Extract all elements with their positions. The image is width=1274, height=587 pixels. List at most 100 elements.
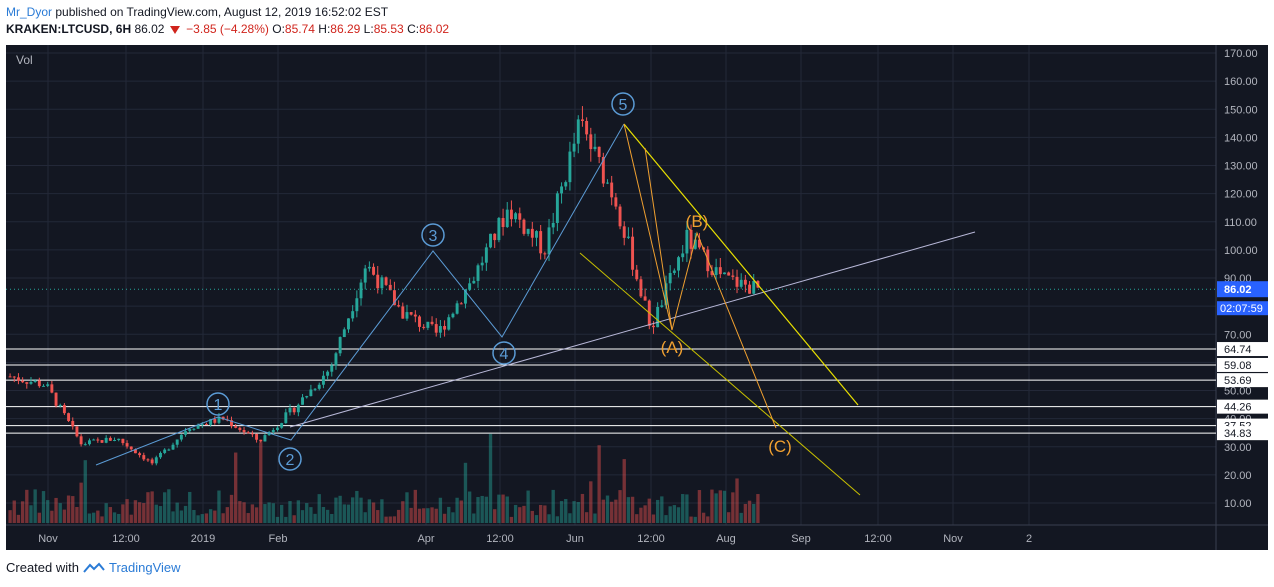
volume-bar — [580, 493, 585, 523]
wave-label-circle — [611, 92, 635, 116]
candle-body — [104, 437, 108, 443]
price-tick-label: 10.00 — [1224, 498, 1252, 510]
volume-bar — [217, 490, 221, 523]
candle-body — [426, 321, 430, 328]
volume-bar — [292, 515, 296, 523]
candle-body — [246, 432, 250, 434]
volume-bar — [643, 505, 647, 523]
volume-bar — [325, 509, 330, 523]
volume-bar — [401, 501, 405, 523]
candle-body — [476, 265, 480, 281]
candle-body — [79, 436, 83, 445]
volume-bar — [363, 512, 367, 523]
candle-body — [92, 439, 96, 441]
volume-bar — [396, 509, 401, 523]
time-tick-label: Feb — [269, 533, 288, 545]
volume-bar — [371, 502, 376, 523]
candle-body — [113, 440, 116, 442]
correction-label: (C) — [768, 437, 792, 456]
volume-bar — [530, 510, 534, 523]
volume-bar — [572, 501, 576, 523]
volume-bar — [685, 494, 689, 523]
candle-body — [221, 416, 225, 420]
time-tick-label: 12:00 — [486, 533, 514, 545]
candle-body — [714, 267, 718, 275]
tradingview-brand[interactable]: TradingView — [108, 560, 181, 575]
volume-bar — [618, 490, 622, 523]
volume-bar — [188, 491, 192, 523]
candle-body — [652, 325, 655, 328]
candle-body — [351, 311, 355, 319]
candle-body — [363, 268, 367, 283]
candle-body — [29, 381, 33, 384]
candle-body — [451, 313, 455, 318]
volume-bar — [726, 512, 731, 523]
candle-body — [739, 279, 743, 287]
candle-body — [317, 384, 321, 389]
candle-body — [530, 228, 534, 238]
candle-body — [296, 404, 300, 413]
candle-body — [288, 407, 292, 413]
candle-body — [610, 182, 614, 198]
volume-bar — [467, 491, 472, 523]
volume-bar — [693, 516, 697, 523]
volume-bar — [75, 506, 79, 523]
created-with-text: Created with — [6, 560, 79, 575]
volume-bar — [434, 508, 438, 523]
candle-body — [100, 440, 104, 443]
volume-bar — [300, 510, 305, 523]
candle-body — [284, 412, 288, 424]
volume-bar — [204, 513, 209, 523]
volume-bar — [121, 504, 125, 523]
volume-bar — [455, 497, 459, 523]
volume-bar — [20, 501, 25, 523]
candle-body — [509, 209, 513, 220]
candle-body — [580, 119, 584, 121]
wave-label: 4 — [500, 346, 509, 363]
volume-bar — [112, 512, 117, 523]
volume-bar — [25, 489, 29, 523]
last-price-label: 86.02 — [1224, 284, 1252, 296]
volume-bar — [250, 504, 255, 523]
candle-body — [551, 222, 555, 228]
volume-bar — [451, 512, 455, 523]
volume-bar — [639, 507, 643, 523]
volume-bar — [422, 508, 426, 523]
candle-body — [735, 276, 739, 287]
candle-body — [321, 375, 325, 385]
candle-body — [401, 306, 405, 319]
volume-bar — [493, 509, 497, 523]
channel-lower-line — [579, 252, 861, 496]
candle-body — [668, 272, 672, 284]
volume-bar — [167, 489, 171, 523]
candle-body — [367, 266, 371, 269]
volume-bar — [681, 494, 685, 523]
time-tick-label: 12:00 — [864, 533, 892, 545]
volume-bar — [271, 503, 275, 523]
candle-body — [175, 439, 179, 445]
low-label: L: — [363, 22, 374, 36]
candle-body — [154, 457, 158, 464]
volume-bar — [263, 504, 267, 523]
volume-bar — [472, 513, 476, 523]
candle-body — [359, 282, 363, 299]
last-price: 86.02 — [134, 22, 165, 36]
volume-bar — [756, 494, 760, 523]
volume-bar — [317, 494, 321, 523]
volume-bar — [313, 513, 317, 523]
candle-body — [677, 257, 680, 271]
author-link[interactable]: Mr_Dyor — [6, 5, 53, 19]
candle-body — [672, 270, 676, 273]
volume-bar — [710, 489, 714, 523]
candle-body — [689, 229, 693, 249]
publish-line: Mr_Dyor published on TradingView.com, Au… — [6, 5, 388, 19]
candle-body — [601, 156, 605, 184]
candle-body — [271, 429, 275, 433]
candle-body — [639, 279, 643, 297]
volume-bar — [430, 507, 434, 523]
candle-body — [159, 452, 162, 458]
candle-body — [259, 439, 263, 442]
candle-body — [301, 397, 304, 405]
countdown-tag — [1217, 301, 1268, 316]
